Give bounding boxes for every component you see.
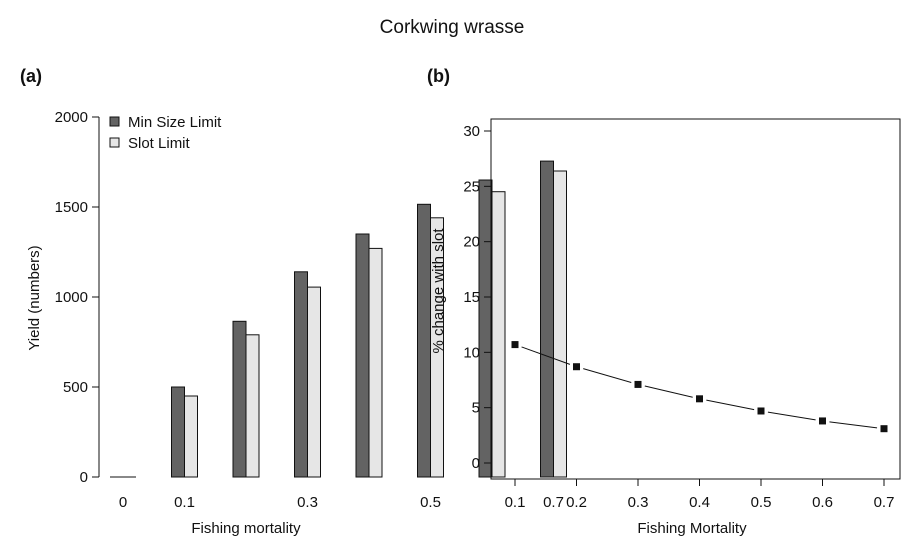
bar-min-size-limit	[540, 160, 554, 478]
bar-slot-limit	[553, 170, 567, 478]
bar-min-size-limit	[355, 233, 370, 478]
x-tick-label: 0.2	[566, 494, 587, 511]
panel-a-x-axis-label: Fishing mortality	[191, 520, 301, 537]
panel-a-x-axis: 0 0.1 0.3 0.5 0.7	[119, 494, 564, 511]
y-tick-label: 0	[80, 469, 88, 486]
data-point-marker	[757, 407, 765, 415]
data-point-marker	[696, 395, 703, 403]
x-tick-label: 0.3	[628, 494, 649, 511]
panel-a-y-axis-label: Yield (numbers)	[26, 245, 43, 350]
bar-slot-limit	[184, 395, 198, 478]
panel-b-y-axis: 0 5 10 15 20 25 30	[463, 123, 491, 472]
bar-min-size-limit	[232, 320, 247, 478]
legend-label: Min Size Limit	[128, 114, 222, 131]
panel-b-line-chart: (b) % change with slot Fishing Mortality…	[427, 66, 901, 537]
bar-slot-limit	[430, 217, 444, 478]
x-tick-label: 0.7	[874, 494, 895, 511]
y-tick-label: 20	[463, 234, 480, 251]
line-segment	[706, 399, 755, 411]
panel-a-bar-chart: (a) Yield (numbers) Fishing mortality 0 5…	[20, 66, 567, 537]
bar-slot-limit	[245, 334, 260, 478]
x-tick-label: 0.6	[812, 494, 833, 511]
line-segment	[767, 411, 816, 421]
x-tick-label: 0.4	[689, 494, 710, 511]
panel-b-y-axis-label: % change with slot	[430, 228, 447, 354]
panel-b-plot-frame	[490, 118, 901, 480]
bar-slot-limit	[491, 191, 506, 478]
line-segment	[644, 385, 693, 398]
panel-b-x-axis-label: Fishing Mortality	[637, 520, 747, 537]
line-segment	[521, 346, 571, 365]
legend-swatch	[109, 116, 120, 127]
y-tick-label: 2000	[55, 109, 88, 126]
y-tick-label: 1000	[55, 289, 88, 306]
panel-a-legend: Min Size Limit Slot Limit	[109, 114, 222, 152]
x-tick-label: 0.1	[505, 494, 526, 511]
x-tick-label: 0.5	[420, 494, 441, 511]
data-point-marker	[634, 380, 642, 388]
bar-slot-limit	[368, 247, 383, 478]
x-tick-label: 0.1	[174, 494, 195, 511]
line-segment	[829, 421, 878, 429]
legend-label: Slot Limit	[128, 135, 191, 152]
y-tick-label: 25	[463, 178, 480, 195]
x-tick-label: 0.3	[297, 494, 318, 511]
bar-slot-limit	[307, 286, 321, 478]
legend-swatch	[109, 137, 120, 148]
panel-b-label: (b)	[427, 66, 450, 86]
x-tick-label: 0.7	[543, 494, 564, 511]
panel-b-x-axis: 0.1 0.2 0.3 0.4 0.5 0.6 0.7	[505, 479, 895, 511]
panel-b-series	[511, 341, 888, 433]
x-tick-label: 0.5	[751, 494, 772, 511]
y-tick-label: 15	[463, 289, 480, 306]
bar-min-size-limit	[478, 179, 493, 478]
bar-min-size-limit	[417, 203, 431, 478]
data-point-marker	[573, 363, 580, 371]
data-point-marker	[511, 341, 519, 349]
y-tick-label: 1500	[55, 199, 88, 216]
panel-a-y-axis: 0 500 1000 1500 2000	[55, 109, 100, 486]
figure-title: Corkwing wrasse	[380, 17, 525, 38]
data-point-marker	[819, 417, 826, 425]
bar-min-size-limit	[171, 386, 185, 478]
y-tick-label: 5	[472, 400, 480, 417]
y-tick-label: 30	[463, 123, 480, 140]
panel-a-label: (a)	[20, 66, 42, 86]
y-tick-label: 500	[63, 379, 88, 396]
bar-min-size-limit	[294, 271, 308, 478]
y-tick-label: 0	[472, 455, 480, 472]
panel-a-bars	[110, 160, 567, 478]
line-segment	[583, 368, 632, 383]
x-tick-label: 0	[119, 494, 127, 511]
y-tick-label: 10	[463, 344, 480, 361]
data-point-marker	[880, 425, 888, 433]
